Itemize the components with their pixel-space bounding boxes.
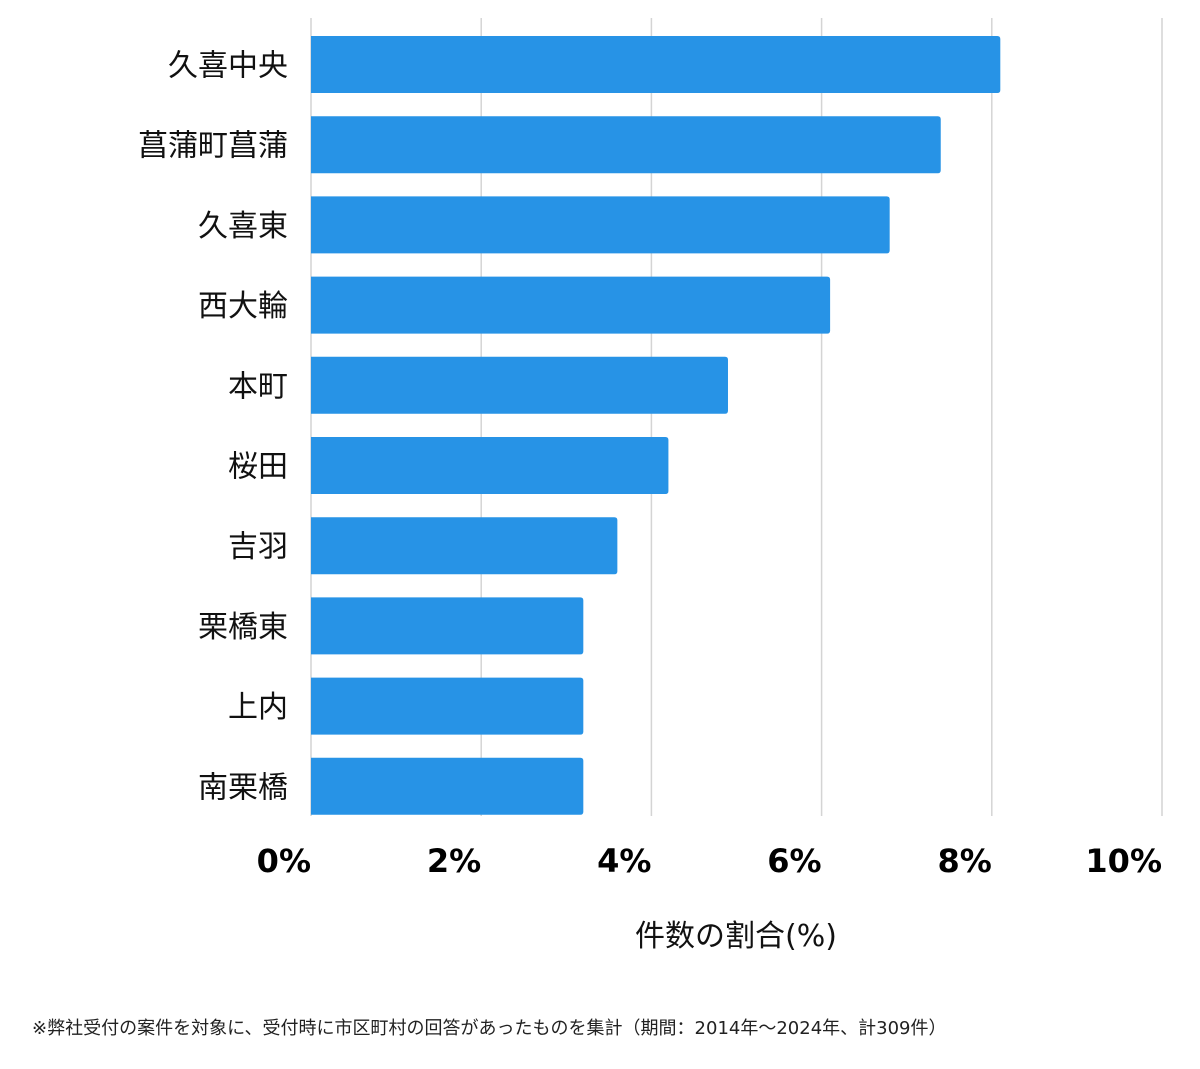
x-tick-labels: 0% 2% 4% 6% 8% 10% — [257, 842, 1162, 880]
footnote: ※弊社受付の案件を対象に、受付時に市区町村の回答があったものを集計（期間：201… — [32, 1018, 947, 1039]
bars — [311, 36, 1001, 815]
bar-4 — [311, 356, 728, 414]
bar-7 — [311, 597, 584, 655]
x-tick-label-0: 0% — [257, 842, 311, 880]
bar-6 — [311, 517, 618, 575]
category-label-1: 菖蒲町菖蒲 — [138, 129, 288, 164]
bar-3 — [311, 276, 831, 334]
category-label-3: 西大輪 — [198, 289, 288, 324]
category-label-9: 南栗橋 — [198, 770, 288, 805]
category-label-5: 桜田 — [228, 450, 288, 485]
category-label-4: 本町 — [228, 369, 288, 404]
x-tick-label-3: 6% — [767, 842, 821, 880]
category-label-2: 久喜東 — [198, 209, 288, 244]
category-label-8: 上内 — [228, 690, 288, 725]
category-label-0: 久喜中央 — [168, 49, 288, 84]
bar-9 — [311, 757, 584, 815]
x-tick-label-4: 8% — [937, 842, 991, 880]
x-tick-label-5: 10% — [1085, 842, 1162, 880]
category-label-6: 吉羽 — [228, 530, 288, 565]
bar-2 — [311, 196, 890, 254]
x-axis-title: 件数の割合(%) — [635, 919, 837, 954]
x-tick-label-1: 2% — [427, 842, 481, 880]
category-label-7: 栗橋東 — [198, 610, 288, 645]
bar-5 — [311, 437, 669, 494]
x-tick-label-2: 4% — [597, 842, 651, 880]
bar-1 — [311, 116, 941, 174]
bar-8 — [311, 677, 584, 735]
bar-0 — [311, 36, 1001, 93]
